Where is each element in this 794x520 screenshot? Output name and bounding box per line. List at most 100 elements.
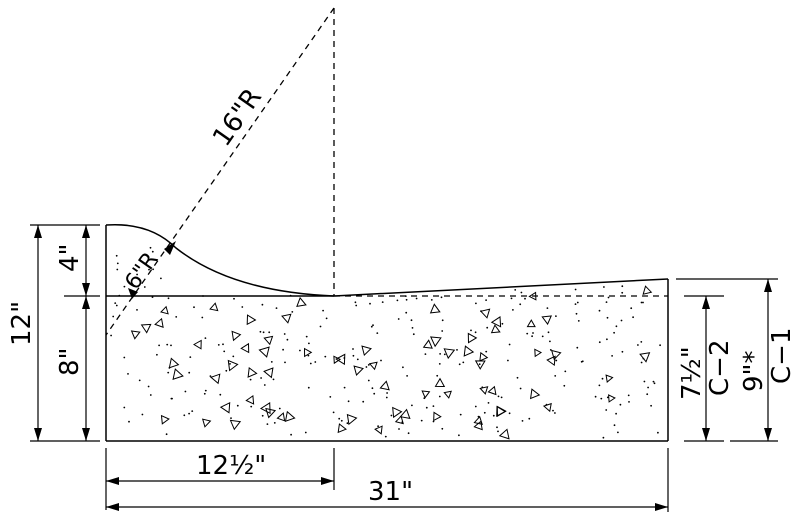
stipple-dot (497, 430, 499, 433)
stipple-dot (149, 246, 152, 249)
stipple-dot (628, 401, 630, 403)
stipple-dot (275, 307, 278, 309)
stipple-dot (576, 301, 579, 304)
stipple-dot (118, 294, 121, 297)
stipple-dot (204, 337, 207, 339)
stipple-dot (184, 390, 187, 393)
aggregate-mark (479, 308, 491, 319)
curb-outline (105, 223, 669, 442)
stipple-dot (458, 363, 461, 366)
stipple-dot (606, 338, 608, 341)
stipple-dot (230, 417, 232, 419)
stipple-dot (299, 349, 301, 352)
stipple-dot (367, 379, 370, 382)
stipple-dot (128, 420, 130, 423)
stipple-dot (441, 319, 444, 322)
stipple-dot (410, 319, 413, 322)
stipple-dot (371, 387, 374, 390)
stipple-dot (647, 386, 649, 389)
stipple-dot (289, 294, 292, 297)
stipple-dot (304, 431, 307, 434)
stipple-dot (152, 268, 155, 271)
stipple-dot (193, 306, 195, 309)
stipple-dot (621, 350, 624, 353)
stipple-dot (549, 340, 551, 343)
stipple-dot (365, 366, 368, 368)
dimension-c1 (676, 278, 778, 442)
stipple-dot (377, 425, 379, 428)
stipple-dot (170, 397, 173, 400)
stipple-dot (381, 301, 384, 303)
stipple-dot (262, 331, 265, 334)
stipple-dot (617, 431, 619, 434)
dimension-c2-name-label: C−2 (705, 340, 735, 396)
dimension-4-8 (64, 225, 100, 441)
stipple-dot (286, 338, 289, 341)
stipple-dot (601, 377, 604, 380)
stipple-dot (423, 397, 426, 400)
stipple-dot (397, 318, 400, 320)
stipple-dot (547, 331, 550, 334)
radius-construction (105, 7, 335, 336)
stipple-dot (203, 392, 206, 395)
stipple-dot (508, 412, 511, 415)
stipple-dot (577, 320, 580, 322)
stipple-dot (474, 331, 477, 334)
stipple-dot (319, 325, 322, 328)
stipple-dot (398, 428, 400, 430)
stipple-dot (420, 419, 423, 422)
stipple-dot (439, 353, 441, 355)
stipple-dot (459, 413, 462, 416)
stipple-dot (362, 400, 365, 403)
stipple-dot (305, 335, 308, 338)
stipple-dot (485, 299, 487, 301)
aggregate-mark (467, 332, 478, 344)
stipple-dot (183, 414, 186, 417)
stipple-dot (640, 361, 643, 364)
stipple-dot (598, 384, 601, 387)
aggregate-mark (201, 418, 212, 428)
stipple-dot (412, 333, 415, 336)
stipple-dot (355, 304, 358, 307)
stipple-dot (322, 309, 324, 312)
stipple-dot (620, 319, 623, 322)
stipple-dot (225, 369, 228, 372)
aggregate-mark (479, 386, 489, 395)
aggregate-mark (259, 402, 271, 415)
stipple-dot (143, 286, 146, 288)
stipple-dot (520, 291, 523, 294)
stipple-dot (151, 250, 154, 253)
aggregate-mark (379, 380, 390, 391)
aggregate-mark (421, 390, 431, 399)
stipple-dot (430, 299, 433, 301)
stipple-dot (477, 415, 480, 418)
dimension-c2-height-label: 7½" (677, 346, 707, 400)
radius-6-label: 6"R (120, 248, 163, 295)
stipple-dot (637, 344, 639, 346)
stipple-dot (576, 346, 579, 349)
aggregate-mark (346, 413, 358, 426)
stipple-dot (204, 389, 207, 392)
stipple-dot (487, 402, 490, 404)
stipple-dot (325, 317, 328, 320)
stipple-dot (261, 303, 264, 306)
aggregate-mark (229, 419, 242, 431)
stipple-dot (222, 343, 224, 346)
stipple-dot (652, 380, 655, 383)
stipple-dot (309, 362, 312, 365)
stipple-dot (268, 331, 271, 334)
stipple-dot (432, 420, 435, 423)
stipple-dot (575, 312, 578, 315)
stipple-dot (160, 277, 162, 280)
stipple-dot (188, 371, 191, 374)
aggregate-mark (368, 361, 378, 371)
stipple-dot (519, 303, 522, 306)
stipple-dot (438, 363, 441, 365)
stipple-dot (272, 378, 275, 381)
stipple-dot (496, 426, 498, 429)
stipple-dot (441, 427, 444, 430)
aggregate-mark (639, 352, 651, 363)
aggregate-mark (422, 339, 433, 349)
stipple-dot (369, 302, 371, 305)
stipple-dot (166, 343, 169, 346)
